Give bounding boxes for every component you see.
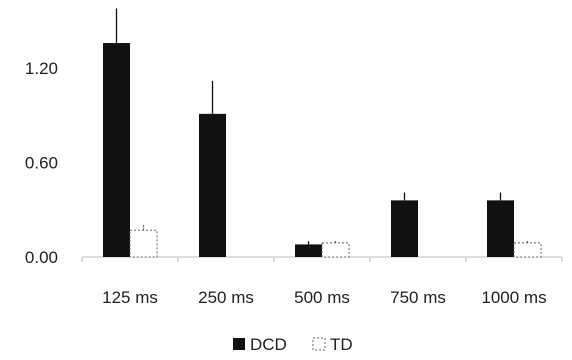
x-tick-label: 750 ms	[390, 288, 446, 307]
legend-label-dcd: DCD	[250, 335, 287, 354]
legend-label-td: TD	[330, 335, 353, 354]
bar-dcd	[103, 43, 130, 257]
x-tick-label: 250 ms	[198, 288, 254, 307]
y-tick-label: 0.00	[25, 248, 58, 267]
bar-dcd	[487, 200, 514, 257]
y-tick-label: 1.20	[25, 59, 58, 78]
axes	[81, 256, 563, 262]
x-tick-label: 500 ms	[294, 288, 350, 307]
error-bars	[115, 8, 529, 245]
y-tick-label: 0.60	[25, 154, 58, 173]
bar-td	[321, 242, 350, 258]
bar-td	[129, 229, 158, 258]
bars	[103, 43, 542, 258]
x-tick-label: 125 ms	[102, 288, 158, 307]
bar-td	[513, 242, 542, 258]
legend: DCD TD	[233, 335, 353, 354]
legend-swatch-td	[312, 337, 326, 351]
bar-dcd	[199, 113, 226, 258]
bar-dcd	[391, 200, 418, 257]
y-tick-labels: 0.00 0.60 1.20	[25, 59, 58, 267]
x-tick-labels: 125 ms 250 ms 500 ms 750 ms 1000 ms	[102, 288, 546, 307]
bar-dcd	[295, 244, 322, 257]
legend-swatch-dcd	[233, 338, 245, 350]
x-tick-label: 1000 ms	[481, 288, 546, 307]
